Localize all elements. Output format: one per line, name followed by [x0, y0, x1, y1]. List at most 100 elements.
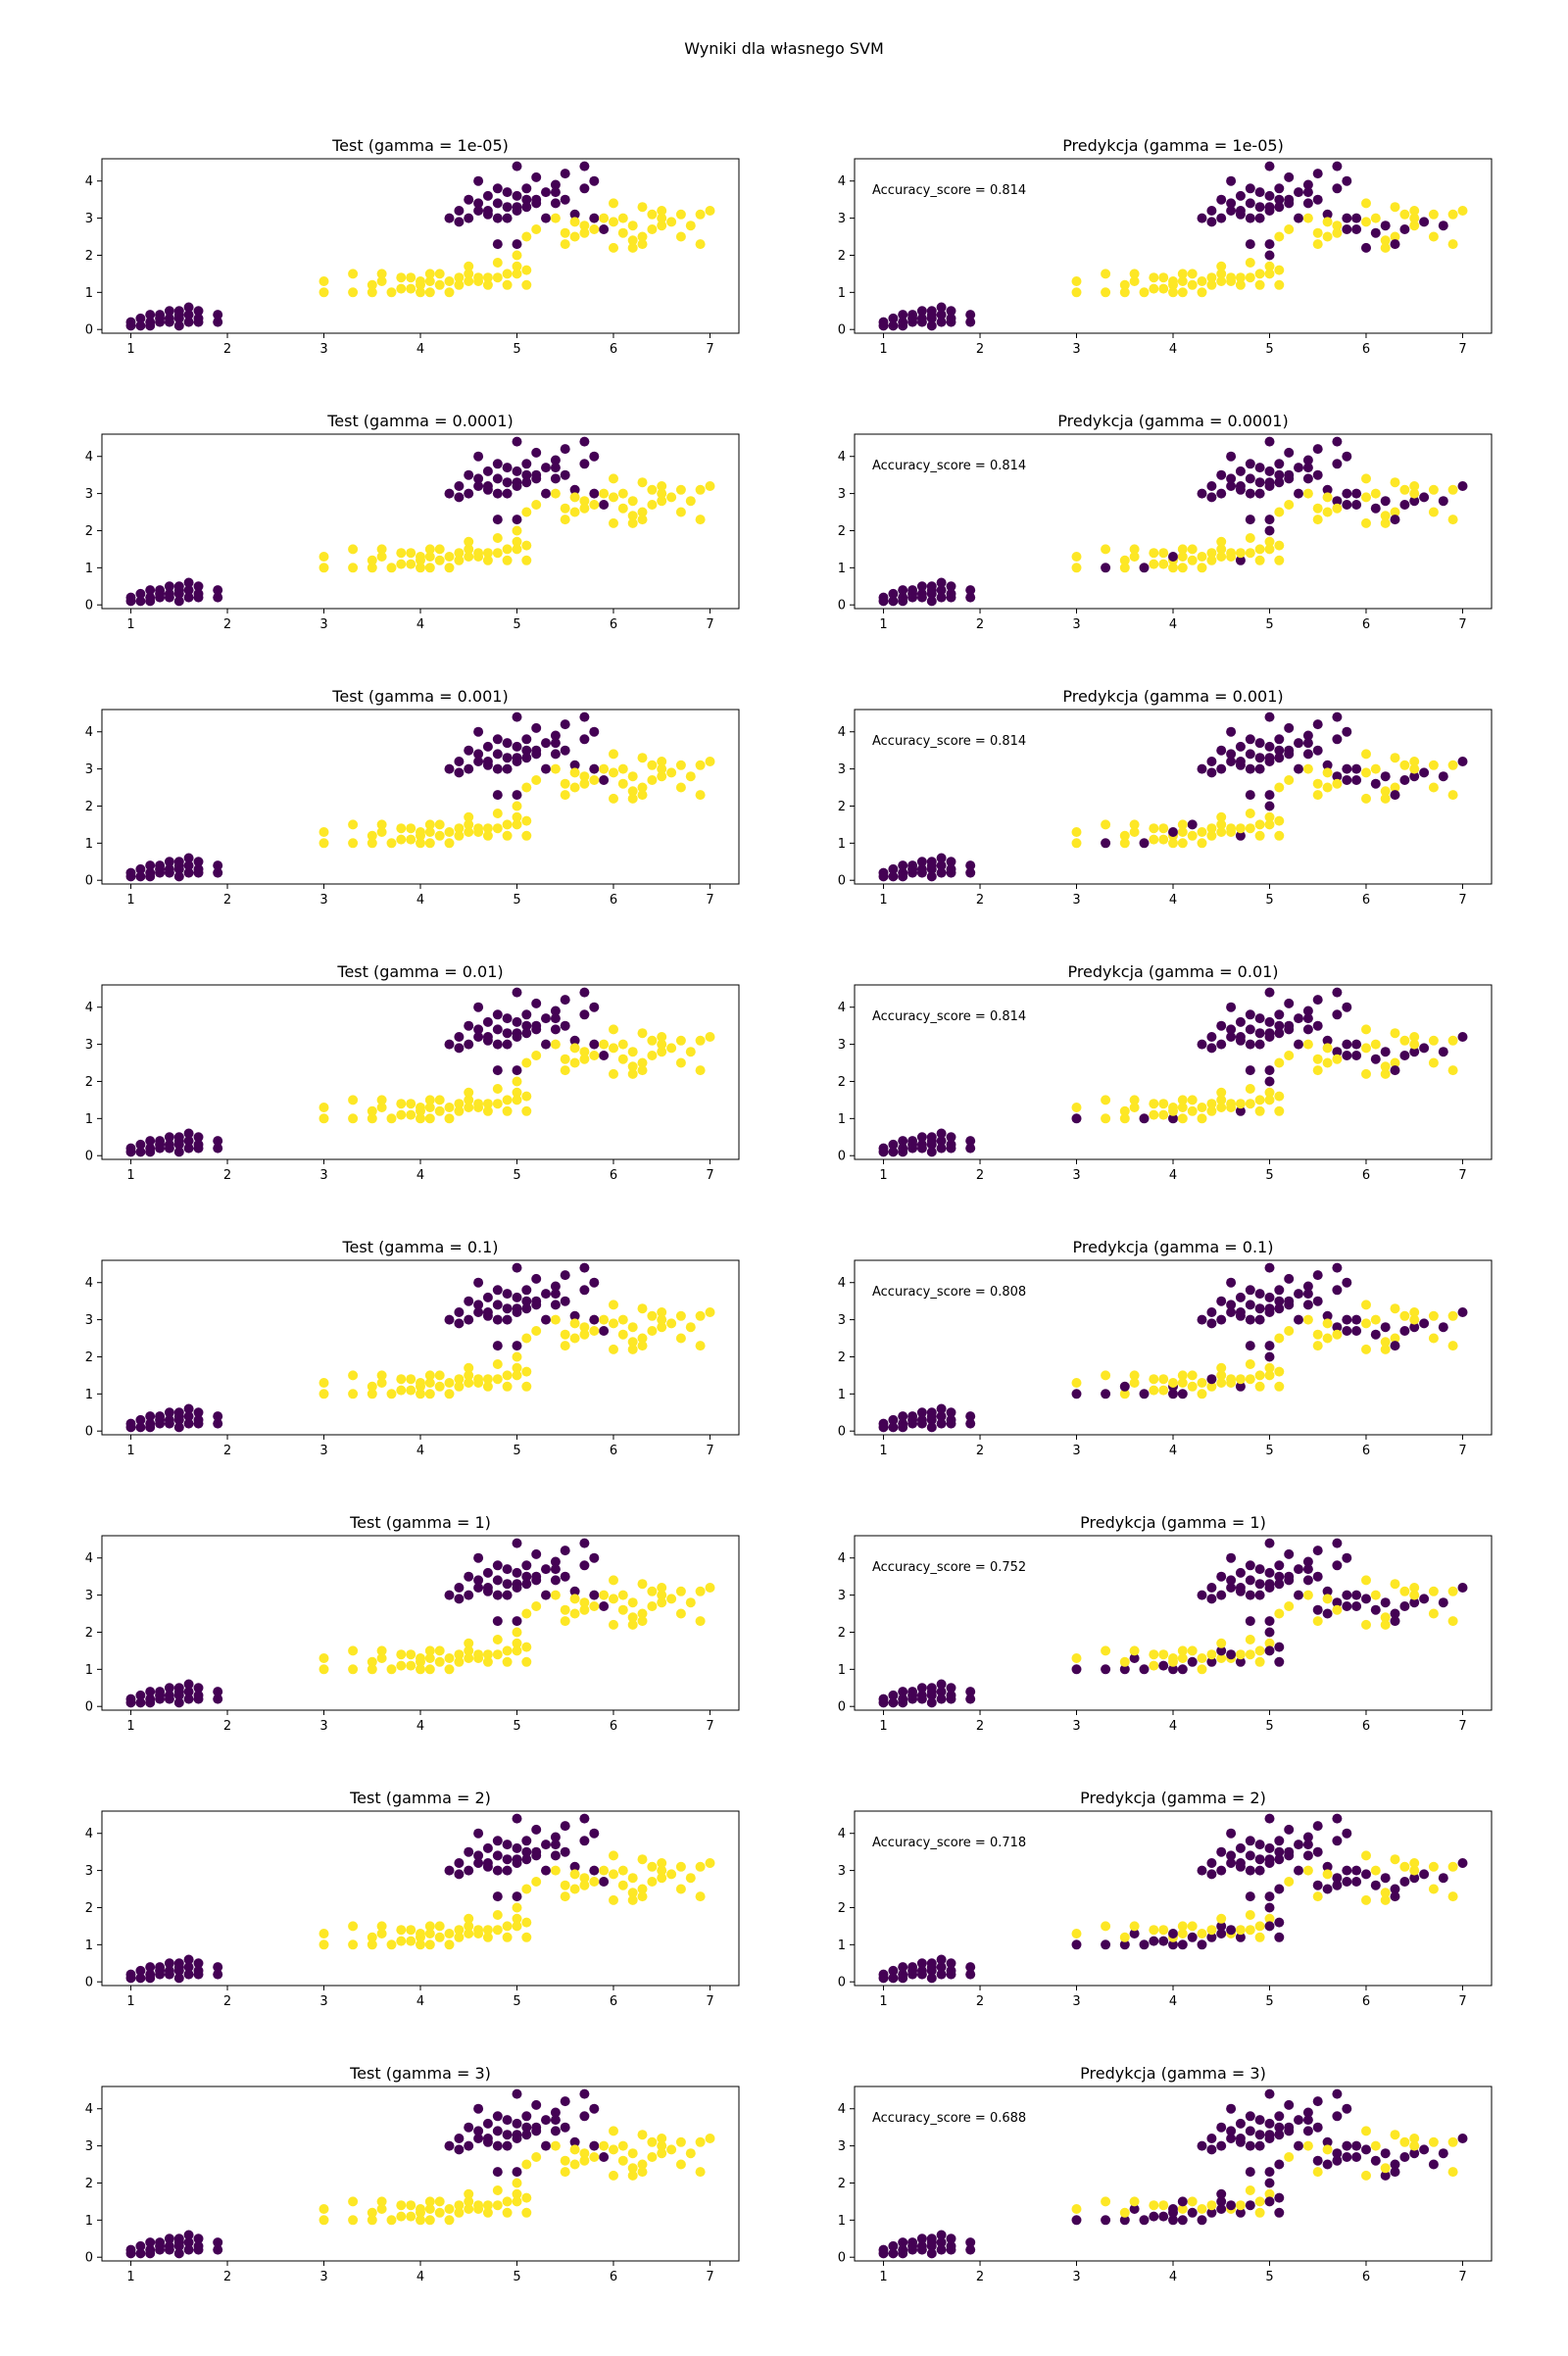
point-class-0 [1264, 239, 1275, 250]
point-class-1 [1322, 2144, 1333, 2155]
point-class-0 [946, 306, 956, 317]
point-class-0 [1264, 202, 1275, 213]
point-class-0 [1264, 2178, 1275, 2188]
point-class-0 [926, 2237, 937, 2248]
x-tick-label: 5 [513, 617, 520, 632]
point-class-1 [406, 834, 416, 845]
point-class-0 [492, 1891, 503, 1902]
point-class-0 [173, 1147, 184, 1157]
point-class-1 [512, 1645, 522, 1656]
point-class-1 [675, 1310, 686, 1321]
point-class-1 [386, 287, 397, 298]
point-class-1 [386, 2215, 397, 2226]
point-class-0 [560, 194, 570, 205]
point-class-1 [492, 823, 503, 834]
point-class-0 [1419, 1869, 1430, 1880]
point-class-0 [569, 484, 580, 495]
point-class-1 [444, 1664, 455, 1675]
y-tick-label: 0 [85, 1976, 93, 1990]
point-class-1 [675, 1035, 686, 1046]
y-tick-label: 2 [85, 1075, 93, 1090]
point-class-0 [579, 1836, 590, 1846]
point-class-0 [1399, 1877, 1410, 1887]
point-class-1 [637, 1341, 648, 1351]
point-class-1 [1380, 517, 1391, 528]
point-class-1 [609, 1850, 618, 1861]
point-class-1 [1177, 287, 1188, 298]
point-class-1 [318, 1939, 329, 1950]
point-class-1 [1312, 515, 1323, 525]
point-class-0 [502, 1854, 513, 1865]
point-class-1 [424, 1664, 435, 1675]
point-class-1 [376, 544, 387, 555]
point-class-0 [473, 451, 484, 462]
point-class-1 [685, 1047, 696, 1057]
subplot-title: Predykcja (gamma = 0.001) [1062, 687, 1283, 706]
point-class-0 [1312, 169, 1323, 179]
point-class-0 [1206, 1307, 1217, 1317]
point-class-0 [898, 320, 908, 331]
point-class-1 [434, 269, 445, 279]
point-class-0 [502, 187, 513, 198]
point-class-1 [1361, 1850, 1371, 1861]
point-class-0 [1284, 194, 1295, 205]
point-class-1 [609, 1043, 618, 1054]
point-class-0 [589, 1590, 600, 1600]
point-class-0 [965, 1136, 976, 1147]
point-class-0 [1274, 1009, 1285, 1020]
point-class-1 [1447, 760, 1458, 770]
point-class-0 [1264, 753, 1275, 763]
point-class-1 [1399, 1861, 1410, 1872]
point-class-0 [1254, 2140, 1265, 2151]
point-class-0 [1101, 563, 1111, 573]
subplot-title: Test (gamma = 2) [349, 1789, 491, 1807]
y-tick-label: 1 [838, 1112, 846, 1127]
point-class-1 [464, 1378, 474, 1388]
point-class-0 [898, 2248, 908, 2259]
point-class-1 [1187, 1370, 1198, 1381]
point-class-0 [1302, 2115, 1313, 2126]
point-class-0 [125, 1422, 136, 1433]
point-class-0 [1168, 1113, 1178, 1124]
point-class-1 [1206, 1099, 1217, 1109]
point-class-1 [1071, 1653, 1082, 1663]
point-class-1 [1361, 2126, 1371, 2136]
point-class-1 [521, 2207, 532, 2218]
y-tick-label: 1 [838, 286, 846, 301]
point-class-0 [926, 1973, 937, 1984]
point-class-1 [1206, 823, 1217, 834]
point-class-0 [1342, 1552, 1352, 1563]
point-class-0 [183, 2237, 194, 2248]
point-class-0 [926, 596, 937, 607]
point-class-1 [609, 2126, 618, 2136]
point-class-1 [1101, 2196, 1111, 2207]
point-class-1 [657, 481, 667, 491]
point-class-1 [1206, 555, 1217, 565]
point-class-1 [550, 1865, 561, 1876]
point-class-1 [1129, 1921, 1140, 1932]
x-tick-label: 4 [1169, 342, 1177, 357]
point-class-1 [550, 213, 561, 223]
point-class-1 [367, 2207, 377, 2218]
point-class-0 [1351, 488, 1362, 499]
point-class-0 [1322, 2159, 1333, 2170]
point-class-0 [1380, 2170, 1391, 2181]
point-class-1 [627, 496, 638, 507]
point-class-0 [1419, 1594, 1430, 1604]
point-class-0 [946, 592, 956, 603]
point-class-1 [348, 819, 359, 830]
point-class-0 [1457, 1307, 1468, 1317]
point-class-0 [1139, 2215, 1150, 2226]
point-class-1 [1197, 1103, 1207, 1112]
point-class-0 [502, 1013, 513, 1024]
point-class-0 [1332, 2111, 1343, 2122]
point-class-1 [1370, 763, 1381, 774]
point-class-0 [1294, 1289, 1303, 1300]
point-class-1 [1149, 272, 1159, 283]
x-tick-label: 1 [126, 617, 134, 632]
point-class-0 [183, 2244, 194, 2255]
point-class-0 [1302, 463, 1313, 473]
point-class-0 [464, 1314, 474, 1325]
